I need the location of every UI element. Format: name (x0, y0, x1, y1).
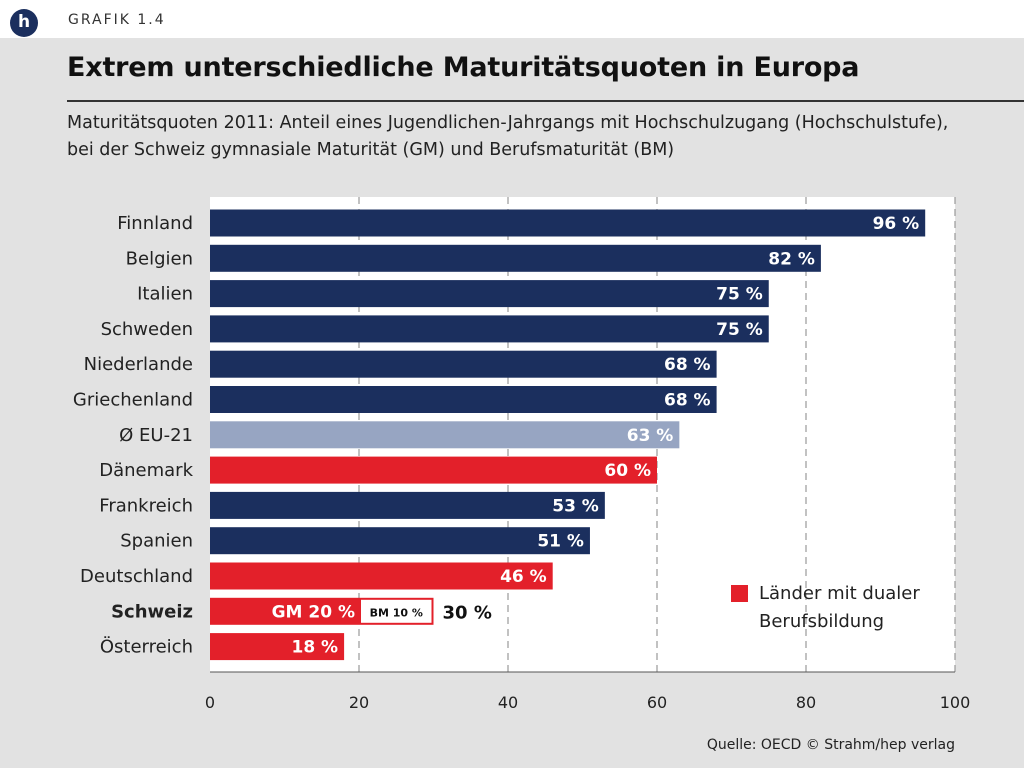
bar-frankreich (210, 491, 605, 519)
bar-value-label-finnland: 96 % (873, 214, 920, 234)
bar-value-label-niederlande: 68 % (664, 355, 711, 375)
category-label-spanien: Spanien (120, 531, 193, 552)
bar-total-label-schweiz: 30 % (443, 602, 492, 623)
bar-dänemark (210, 456, 657, 484)
bar-niederlande (210, 350, 717, 378)
chart-title: Extrem unterschiedliche Maturitätsquoten… (67, 52, 860, 83)
bar-segment-gm (210, 597, 359, 625)
bar-value-label-spanien: 51 % (537, 532, 584, 552)
x-tick-label-100: 100 (940, 693, 971, 712)
title-divider (67, 100, 1024, 102)
bar-value-label-gm: GM 20 % (272, 602, 355, 622)
bar-italien (210, 280, 769, 308)
bar-finnland (210, 209, 926, 237)
bar--eu-21 (210, 421, 680, 449)
category-label-frankreich: Frankreich (99, 495, 193, 516)
legend-swatch-red (731, 585, 748, 602)
top-bar: h GRAFIK 1.4 (0, 0, 1024, 38)
category-label-schweden: Schweden (101, 319, 193, 340)
category-label-griechenland: Griechenland (73, 390, 193, 411)
bar-value-label--eu-21: 63 % (627, 426, 674, 446)
category-label-belgien: Belgien (126, 248, 193, 269)
bar-segment-bm (359, 597, 434, 625)
x-tick-label-80: 80 (796, 693, 816, 712)
bar-value-label-belgien: 82 % (768, 249, 815, 269)
source-note: Quelle: OECD © Strahm/hep verlag (706, 737, 955, 753)
figure-number: GRAFIK 1.4 (68, 12, 166, 28)
x-tick-label-60: 60 (647, 693, 667, 712)
bar-griechenland (210, 386, 717, 413)
bar-value-label-österreich: 18 % (291, 638, 338, 658)
bar-schweden (210, 315, 769, 343)
bar-value-label-bm: BM 10 % (370, 606, 423, 619)
bar-spanien (210, 527, 590, 555)
bar-deutschland (210, 562, 553, 590)
bar-value-label-frankreich: 53 % (552, 496, 599, 516)
category-label-österreich: Österreich (100, 636, 193, 658)
category-label-niederlande: Niederlande (84, 354, 193, 375)
chart-subtitle: Maturitätsquoten 2011: Anteil eines Juge… (67, 113, 949, 160)
bar-value-label-schweden: 75 % (716, 320, 763, 340)
bar-value-label-griechenland: 68 % (664, 391, 711, 411)
x-tick-label-0: 0 (205, 693, 215, 712)
publisher-logo: h (10, 9, 38, 37)
x-tick-label-20: 20 (349, 693, 369, 712)
category-label--eu-21: Ø EU-21 (119, 425, 193, 446)
legend-label: Länder mit dualer Berufsbildung (759, 583, 920, 632)
bar-belgien (210, 244, 821, 272)
bar-value-label-dänemark: 60 % (604, 461, 651, 481)
category-label-dänemark: Dänemark (99, 460, 193, 481)
category-label-deutschland: Deutschland (80, 566, 193, 587)
bar-value-label-italien: 75 % (716, 285, 763, 305)
bar-value-label-deutschland: 46 % (500, 567, 547, 587)
category-label-italien: Italien (137, 284, 193, 305)
category-label-finnland: Finnland (117, 213, 193, 234)
x-tick-label-40: 40 (498, 693, 518, 712)
category-label-schweiz: Schweiz (111, 601, 193, 622)
bar-österreich (210, 633, 345, 661)
